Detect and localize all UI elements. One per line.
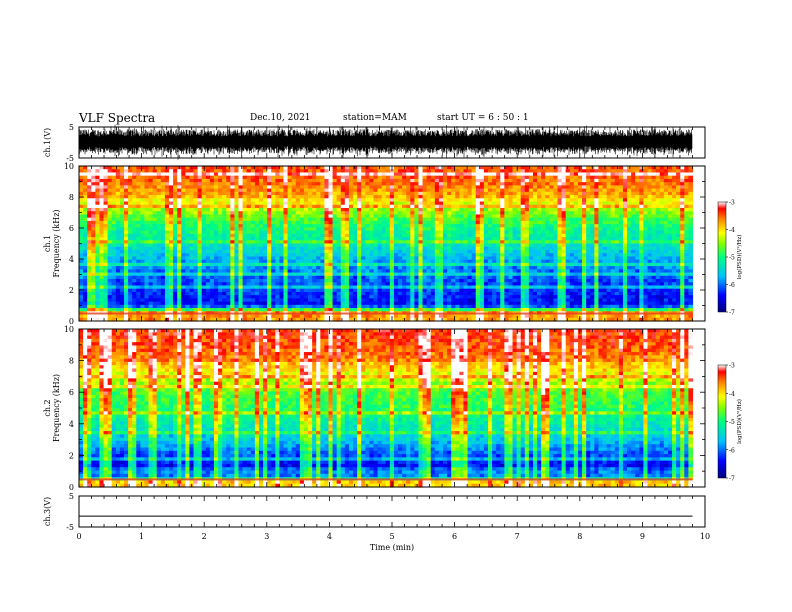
ch1-spectrogram-ylabel: Frequency (kHz) — [52, 209, 61, 277]
ch2-spectrogram-colorbar-tick-label: -5 — [729, 419, 735, 426]
ch2-spectrogram-colorbar-tick-label: -6 — [729, 447, 735, 454]
station-label: station=MAM — [343, 113, 407, 123]
ch1-spectrogram-ytick-label: 4 — [69, 255, 74, 264]
ch1-waveform-ytick-label: 5 — [69, 123, 74, 132]
ch1-spectrogram-ytick-label: 2 — [69, 286, 74, 295]
ch1-spectrogram-colorbar-label: log(PSD)(V²/Hz) — [736, 235, 743, 280]
ch2-spectrogram-colorbar-tick-label: -4 — [729, 391, 735, 398]
ch1-spectrogram-colorbar-tick-label: -5 — [729, 255, 735, 262]
ch1-spectrogram-band-line — [79, 312, 693, 315]
ch1-spectrogram-ylabel: ch.1 — [43, 235, 52, 252]
ch2-spectrogram-band-line — [79, 478, 693, 481]
ch2-spectrogram-ylabel: ch.2 — [43, 399, 52, 416]
ch1-waveform-ylabel: ch.1(V) — [43, 128, 52, 157]
ch1-spectrogram-colorbar-tick-label: -6 — [729, 282, 735, 289]
ch1-spectrogram-colorbar — [717, 201, 727, 313]
ch1-spectrogram-colorbar-tick-label: -3 — [729, 200, 735, 207]
x-tick-label: 3 — [264, 532, 269, 541]
x-tick-label: 0 — [76, 532, 81, 541]
ch1-spectrogram-colorbar-tick-label: -7 — [729, 310, 735, 317]
ch1-spectrogram-ytick-label: 8 — [69, 193, 74, 202]
x-tick-label: 1 — [139, 532, 144, 541]
ch1-waveform-ytick-label: -5 — [66, 154, 74, 163]
ch1-spectrogram-colorbar-tick-label: -4 — [729, 227, 735, 234]
x-tick-label: 2 — [202, 532, 207, 541]
ch2-spectrogram-colorbar-tick-label: -3 — [729, 363, 735, 370]
x-tick-label: 7 — [515, 532, 520, 541]
ch3-waveform-ytick-label: -5 — [66, 523, 74, 532]
ch2-spectrogram-ytick-label: 10 — [64, 325, 74, 334]
ch3-waveform-ylabel: ch.3(V) — [43, 497, 52, 526]
ch1-spectrogram-ytick-label: 10 — [64, 162, 74, 171]
start-time-label: start UT = 6 : 50 : 1 — [437, 113, 529, 123]
x-tick-label: 4 — [327, 532, 332, 541]
date-label: Dec.10, 2021 — [250, 113, 311, 123]
ch1-waveform-series-line — [78, 124, 693, 160]
ch2-spectrogram-ylabel: Frequency (kHz) — [52, 374, 61, 442]
x-tick-label: 10 — [700, 532, 710, 541]
ch2-spectrogram-ytick-label: 4 — [69, 420, 74, 429]
x-tick-label: 9 — [640, 532, 645, 541]
x-axis-label: Time (min) — [370, 543, 414, 552]
ch2-spectrogram-colorbar — [717, 364, 727, 479]
ch2-spectrogram-ytick-label: 0 — [69, 483, 74, 492]
ch3-waveform-ytick-label: 5 — [69, 492, 74, 501]
x-tick-label: 8 — [577, 532, 582, 541]
x-tick-label: 6 — [452, 532, 457, 541]
ch2-spectrogram-heatmap — [79, 329, 694, 488]
chart-title: VLF Spectra — [79, 111, 156, 125]
ch1-spectrogram-ytick-label: 6 — [69, 224, 74, 233]
x-tick-label: 5 — [389, 532, 394, 541]
ch2-spectrogram-colorbar-tick-label: -7 — [729, 476, 735, 483]
ch2-spectrogram-colorbar-label: log(PSD)(V²/Hz) — [736, 399, 743, 444]
ch2-spectrogram-ytick-label: 8 — [69, 357, 74, 366]
ch2-spectrogram-ytick-label: 6 — [69, 388, 74, 397]
ch2-spectrogram-ytick-label: 2 — [69, 451, 74, 460]
ch1-spectrogram-heatmap — [79, 166, 694, 322]
ch1-spectrogram-ytick-label: 0 — [69, 317, 74, 326]
